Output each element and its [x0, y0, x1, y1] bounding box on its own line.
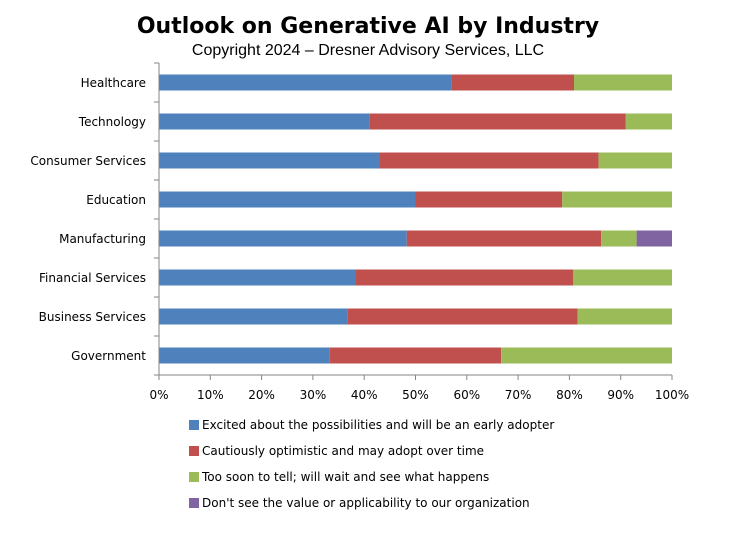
x-tick-label-0-pct: 0%: [149, 388, 168, 402]
category-label-education: Education: [86, 193, 146, 207]
category-label-manufacturing: Manufacturing: [59, 232, 146, 246]
legend-swatch-series-2: [189, 446, 199, 456]
x-tick-label-40-pct: 40%: [351, 388, 378, 402]
legend: Excited about the possibilities and will…: [189, 418, 554, 510]
bar-segment-government-series-2: [329, 347, 502, 364]
bar-segment-consumer-services-series-1: [159, 152, 380, 169]
category-label-consumer-services: Consumer Services: [30, 154, 146, 168]
legend-label-series-2: Cautiously optimistic and may adopt over…: [202, 444, 484, 458]
axis-layer: Healthcare Technology Consumer Services Edu…: [30, 62, 689, 402]
x-tick-label-90-pct: 90%: [607, 388, 634, 402]
bar-segment-manufacturing-series-1: [159, 230, 407, 247]
bar-segment-education-series-3: [562, 191, 672, 208]
x-tick-label-10-pct: 10%: [197, 388, 224, 402]
bar-segment-healthcare-series-1: [159, 74, 452, 91]
bar-segment-consumer-services-series-2: [379, 152, 599, 169]
legend-swatch-series-1: [189, 420, 199, 430]
category-label-financial-services: Financial Services: [39, 271, 146, 285]
category-label-healthcare: Healthcare: [81, 76, 146, 90]
legend-label-series-1: Excited about the possibilities and will…: [202, 418, 554, 432]
legend-label-series-3: Too soon to tell; will wait and see what…: [201, 470, 489, 484]
x-tick-label-30-pct: 30%: [300, 388, 327, 402]
bar-segment-healthcare-series-3: [574, 74, 672, 91]
chart-subtitle: Copyright 2024 – Dresner Advisory Servic…: [191, 42, 545, 59]
bar-segment-government-series-1: [159, 347, 330, 364]
bar-segment-business-services-series-1: [159, 308, 348, 325]
x-tick-label-100-pct: 100%: [655, 388, 689, 402]
legend-swatch-series-4: [189, 498, 199, 508]
legend-label-series-4: Don't see the value or applicability to …: [202, 496, 530, 510]
bars-layer: [159, 74, 672, 364]
bar-segment-technology-series-3: [625, 113, 672, 130]
x-tick-label-70-pct: 70%: [505, 388, 532, 402]
category-label-technology: Technology: [78, 115, 146, 129]
bar-segment-technology-series-2: [369, 113, 626, 130]
bar-segment-manufacturing-series-2: [406, 230, 602, 247]
bar-segment-manufacturing-series-3: [601, 230, 637, 247]
x-tick-label-60-pct: 60%: [453, 388, 480, 402]
x-tick-label-80-pct: 80%: [556, 388, 583, 402]
bar-segment-financial-services-series-3: [572, 269, 672, 286]
legend-swatch-series-3: [189, 472, 199, 482]
bar-segment-technology-series-1: [159, 113, 370, 130]
bar-segment-business-services-series-2: [347, 308, 578, 325]
bar-segment-business-services-series-3: [577, 308, 672, 325]
x-tick-label-50-pct: 50%: [402, 388, 429, 402]
bar-segment-financial-services-series-2: [355, 269, 573, 286]
category-label-government: Government: [71, 349, 146, 363]
bar-segment-consumer-services-series-3: [598, 152, 672, 169]
bar-segment-education-series-2: [415, 191, 563, 208]
bar-segment-healthcare-series-2: [451, 74, 575, 91]
x-tick-label-20-pct: 20%: [248, 388, 275, 402]
bar-segment-government-series-3: [501, 347, 672, 364]
bar-segment-financial-services-series-1: [159, 269, 356, 286]
chart-title: Outlook on Generative AI by Industry: [136, 14, 600, 39]
bar-segment-education-series-1: [159, 191, 416, 208]
category-label-business-services: Business Services: [39, 310, 146, 324]
bar-segment-manufacturing-series-4: [636, 230, 672, 247]
